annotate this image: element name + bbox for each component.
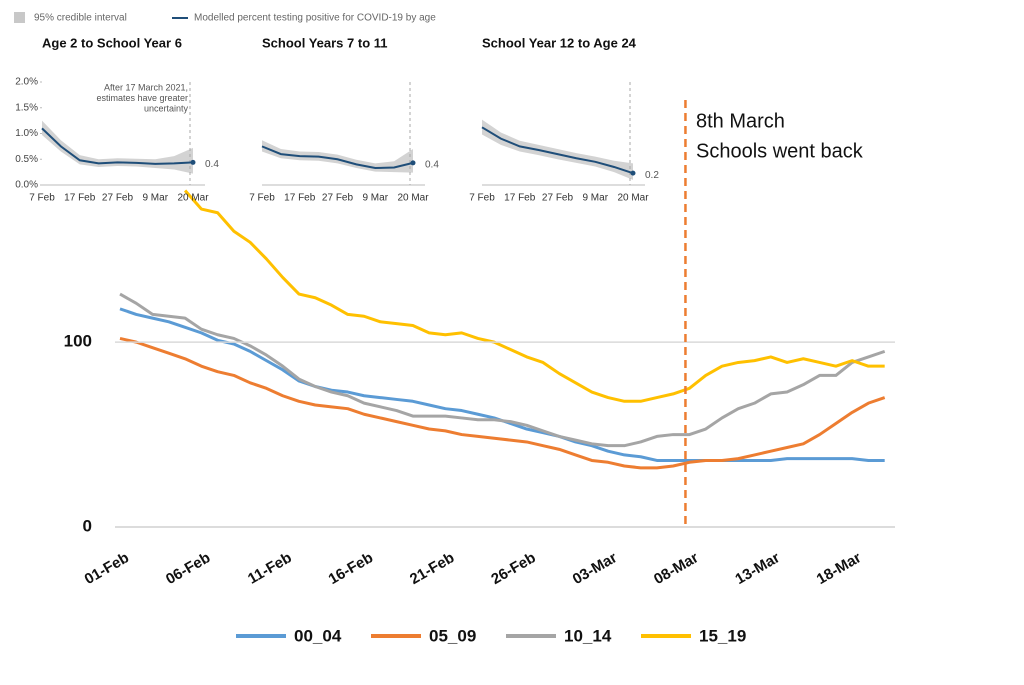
y-tick-label: 0 (83, 516, 92, 535)
x-tick-label: 27 Feb (322, 193, 354, 204)
x-tick-label: 17 Feb (284, 193, 316, 204)
x-tick-label: 7 Feb (469, 193, 495, 204)
series-line (119, 292, 886, 448)
x-tick-label: 27 Feb (102, 193, 134, 204)
legend-label: 15_19 (699, 626, 746, 645)
end-point (190, 159, 196, 165)
x-tick-label: 06-Feb (163, 549, 213, 588)
series-line (41, 127, 194, 165)
series-line (481, 126, 634, 175)
series-line (183, 189, 885, 403)
y-tick-label: 100 (64, 332, 92, 351)
x-tick-label: 18-Mar (814, 549, 865, 588)
band-legend-swatch (14, 12, 25, 23)
x-tick-label: 01-Feb (82, 549, 132, 588)
end-point (410, 160, 416, 166)
x-tick-label: 21-Feb (407, 549, 457, 588)
y-tick-label: 0.5% (15, 154, 38, 165)
annotation: 8th March (696, 110, 785, 132)
value-label: 0.4 (205, 159, 219, 170)
x-tick-label: 7 Feb (249, 193, 275, 204)
x-tick-label: 26-Feb (488, 549, 538, 588)
legend-label: 05_09 (429, 626, 476, 645)
legend-label: 10_14 (564, 626, 612, 645)
annotation: estimates have greater (96, 93, 188, 103)
y-tick-label: 0.0% (15, 180, 38, 191)
x-tick-label: 17 Feb (504, 193, 536, 204)
x-tick-label: 9 Mar (142, 193, 168, 204)
x-tick-label: 17 Feb (64, 193, 96, 204)
series-line (119, 336, 886, 470)
x-tick-label: 7 Feb (29, 193, 55, 204)
chart-title: Age 2 to School Year 6 (42, 35, 182, 50)
x-tick-label: 20 Mar (177, 193, 209, 204)
line-legend-label: Modelled percent testing positive for CO… (194, 13, 436, 24)
end-point (630, 170, 636, 176)
chart-title: School Year 12 to Age 24 (482, 35, 637, 50)
x-tick-label: 9 Mar (582, 193, 608, 204)
credible-band (262, 140, 413, 173)
plot-lines (119, 189, 886, 470)
x-tick-label: 9 Mar (362, 193, 388, 204)
legend-label: 00_04 (294, 626, 342, 645)
series-line (261, 145, 414, 170)
x-tick-label: 20 Mar (397, 193, 429, 204)
annotation: After 17 March 2021, (104, 82, 188, 92)
chart-title: School Years 7 to 11 (262, 35, 388, 50)
x-tick-label: 20 Mar (617, 193, 649, 204)
x-tick-label: 03-Mar (570, 549, 621, 588)
credible-band (42, 120, 193, 174)
x-tick-label: 11-Feb (245, 549, 295, 587)
band-legend-label: 95% credible interval (34, 13, 127, 24)
annotation: uncertainty (144, 103, 189, 113)
x-tick-label: 08-Mar (651, 549, 702, 588)
y-tick-label: 1.0% (15, 128, 38, 139)
annotation: Schools went back (696, 140, 864, 162)
x-tick-label: 27 Feb (542, 193, 574, 204)
value-label: 0.2 (645, 170, 659, 181)
y-tick-label: 2.0% (15, 77, 38, 88)
value-label: 0.4 (425, 159, 439, 170)
y-tick-label: 1.5% (15, 102, 38, 113)
x-tick-label: 13-Mar (732, 549, 783, 588)
credible-band (482, 119, 633, 180)
x-tick-label: 16-Feb (326, 549, 376, 588)
